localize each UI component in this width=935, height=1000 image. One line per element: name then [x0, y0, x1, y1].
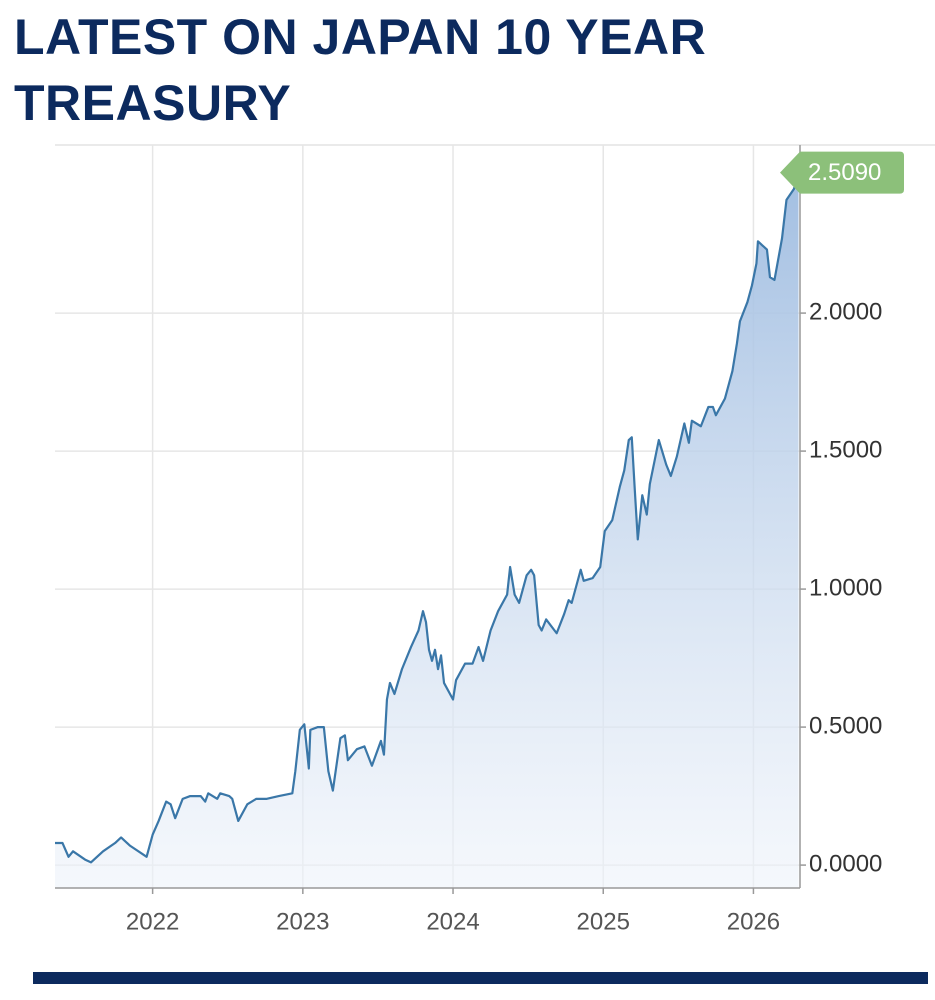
footer-bar [33, 972, 928, 984]
last-value-label: 2.5090 [808, 159, 881, 186]
area [55, 172, 799, 889]
last-value-tag: 2.5090 [780, 151, 904, 194]
x-tick-label: 2022 [126, 908, 179, 935]
x-tick-label: 2026 [727, 908, 780, 935]
y-tick-label: 0.0000 [809, 850, 882, 877]
x-tick-label: 2023 [276, 908, 329, 935]
line [55, 172, 800, 864]
y-tick-label: 0.5000 [809, 712, 882, 739]
chart-title: LATEST ON JAPAN 10 YEAR TREASURY [14, 9, 707, 131]
x-tick-label: 2025 [577, 908, 630, 935]
y-tick-label: 2.0000 [809, 298, 882, 325]
y-tick-label: 1.5000 [809, 436, 882, 463]
y-tick-label: 1.0000 [809, 574, 882, 601]
x-tick-label: 2024 [426, 908, 479, 935]
last-value-marker [780, 151, 904, 194]
